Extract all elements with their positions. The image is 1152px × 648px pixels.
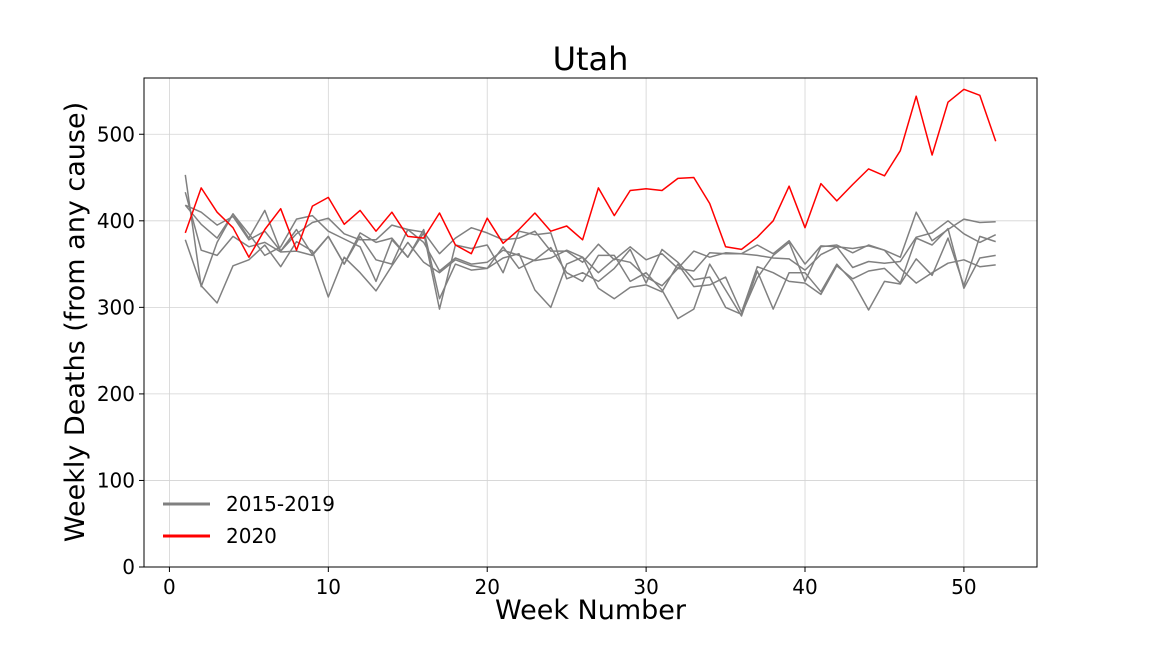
x-tick-label: 40 [792,575,817,599]
series-layer [184,88,997,320]
x-axis-ticks: 0 10 20 30 40 50 [163,567,977,599]
legend-label-2020: 2020 [226,524,277,548]
plot-frame [143,77,1038,568]
y-axis-ticks: 0 100 200 300 400 500 [97,122,144,579]
series-line-2020-5 [184,88,997,258]
series-line-2015-2019-2 [184,192,997,287]
legend: 2015-2019 2020 [163,492,335,548]
series-line-2015-2019-4 [184,204,996,316]
chart-title: Utah [553,40,629,78]
x-tick-label: 0 [163,575,176,599]
y-tick-label: 100 [97,468,135,492]
legend-label-2015-2019: 2015-2019 [226,492,335,516]
x-axis-label: Week Number [495,595,687,626]
series-line-2015-2019-3 [184,204,996,270]
series-line-2015-2019-1 [184,227,996,314]
x-tick-label: 10 [316,575,341,599]
y-axis-label: Weekly Deaths (from any cause) [60,102,91,542]
x-tick-label: 30 [633,575,658,599]
y-tick-label: 500 [97,122,135,146]
y-tick-label: 200 [97,382,135,406]
y-tick-label: 0 [122,555,135,579]
y-tick-label: 300 [97,295,135,319]
y-tick-label: 400 [97,209,135,233]
x-tick-label: 50 [951,575,976,599]
x-tick-label: 20 [474,575,499,599]
